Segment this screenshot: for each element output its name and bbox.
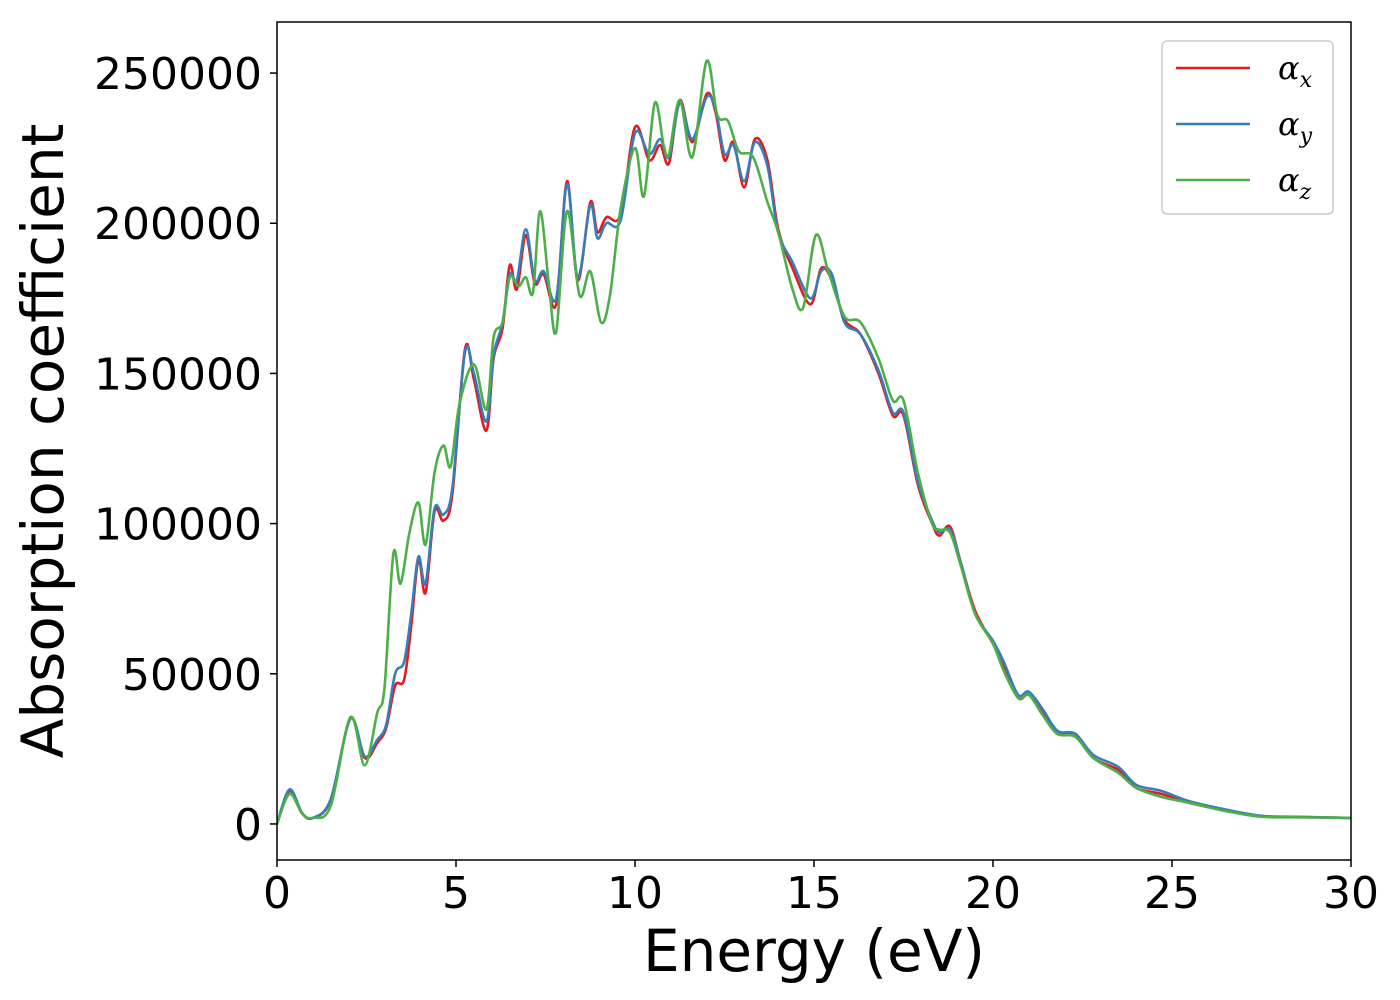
y-tick-label: 250000 [94, 49, 262, 100]
legend-entries: αx αy αz [1176, 49, 1313, 205]
x-axis-label: Energy (eV) [643, 917, 985, 985]
legend-label-x: αx [1278, 49, 1313, 93]
legend-label-y: αy [1278, 105, 1313, 149]
x-tick-label: 0 [263, 868, 291, 919]
x-axis-ticks: 0 5 10 15 20 25 30 [263, 860, 1379, 919]
y-tick-label: 0 [234, 800, 262, 851]
y-tick-label: 200000 [94, 199, 262, 250]
legend-box [1161, 40, 1334, 215]
legend-label-z: αz [1278, 161, 1312, 205]
x-tick-label: 30 [1323, 868, 1379, 919]
x-tick-label: 15 [786, 868, 842, 919]
y-tick-label: 150000 [94, 349, 262, 400]
x-tick-label: 10 [607, 868, 663, 919]
y-tick-label: 100000 [94, 500, 262, 551]
y-axis-ticks: 0 50000 100000 150000 200000 250000 [94, 49, 277, 851]
series-line-z [277, 59, 1351, 826]
x-tick-label: 20 [965, 868, 1021, 919]
x-tick-label: 5 [442, 868, 470, 919]
y-axis-label: Absorption coefficient [9, 124, 77, 759]
legend: αx αy αz [1161, 40, 1334, 215]
series-layer [277, 59, 1351, 826]
x-tick-label: 25 [1144, 868, 1200, 919]
y-tick-label: 50000 [122, 650, 262, 701]
